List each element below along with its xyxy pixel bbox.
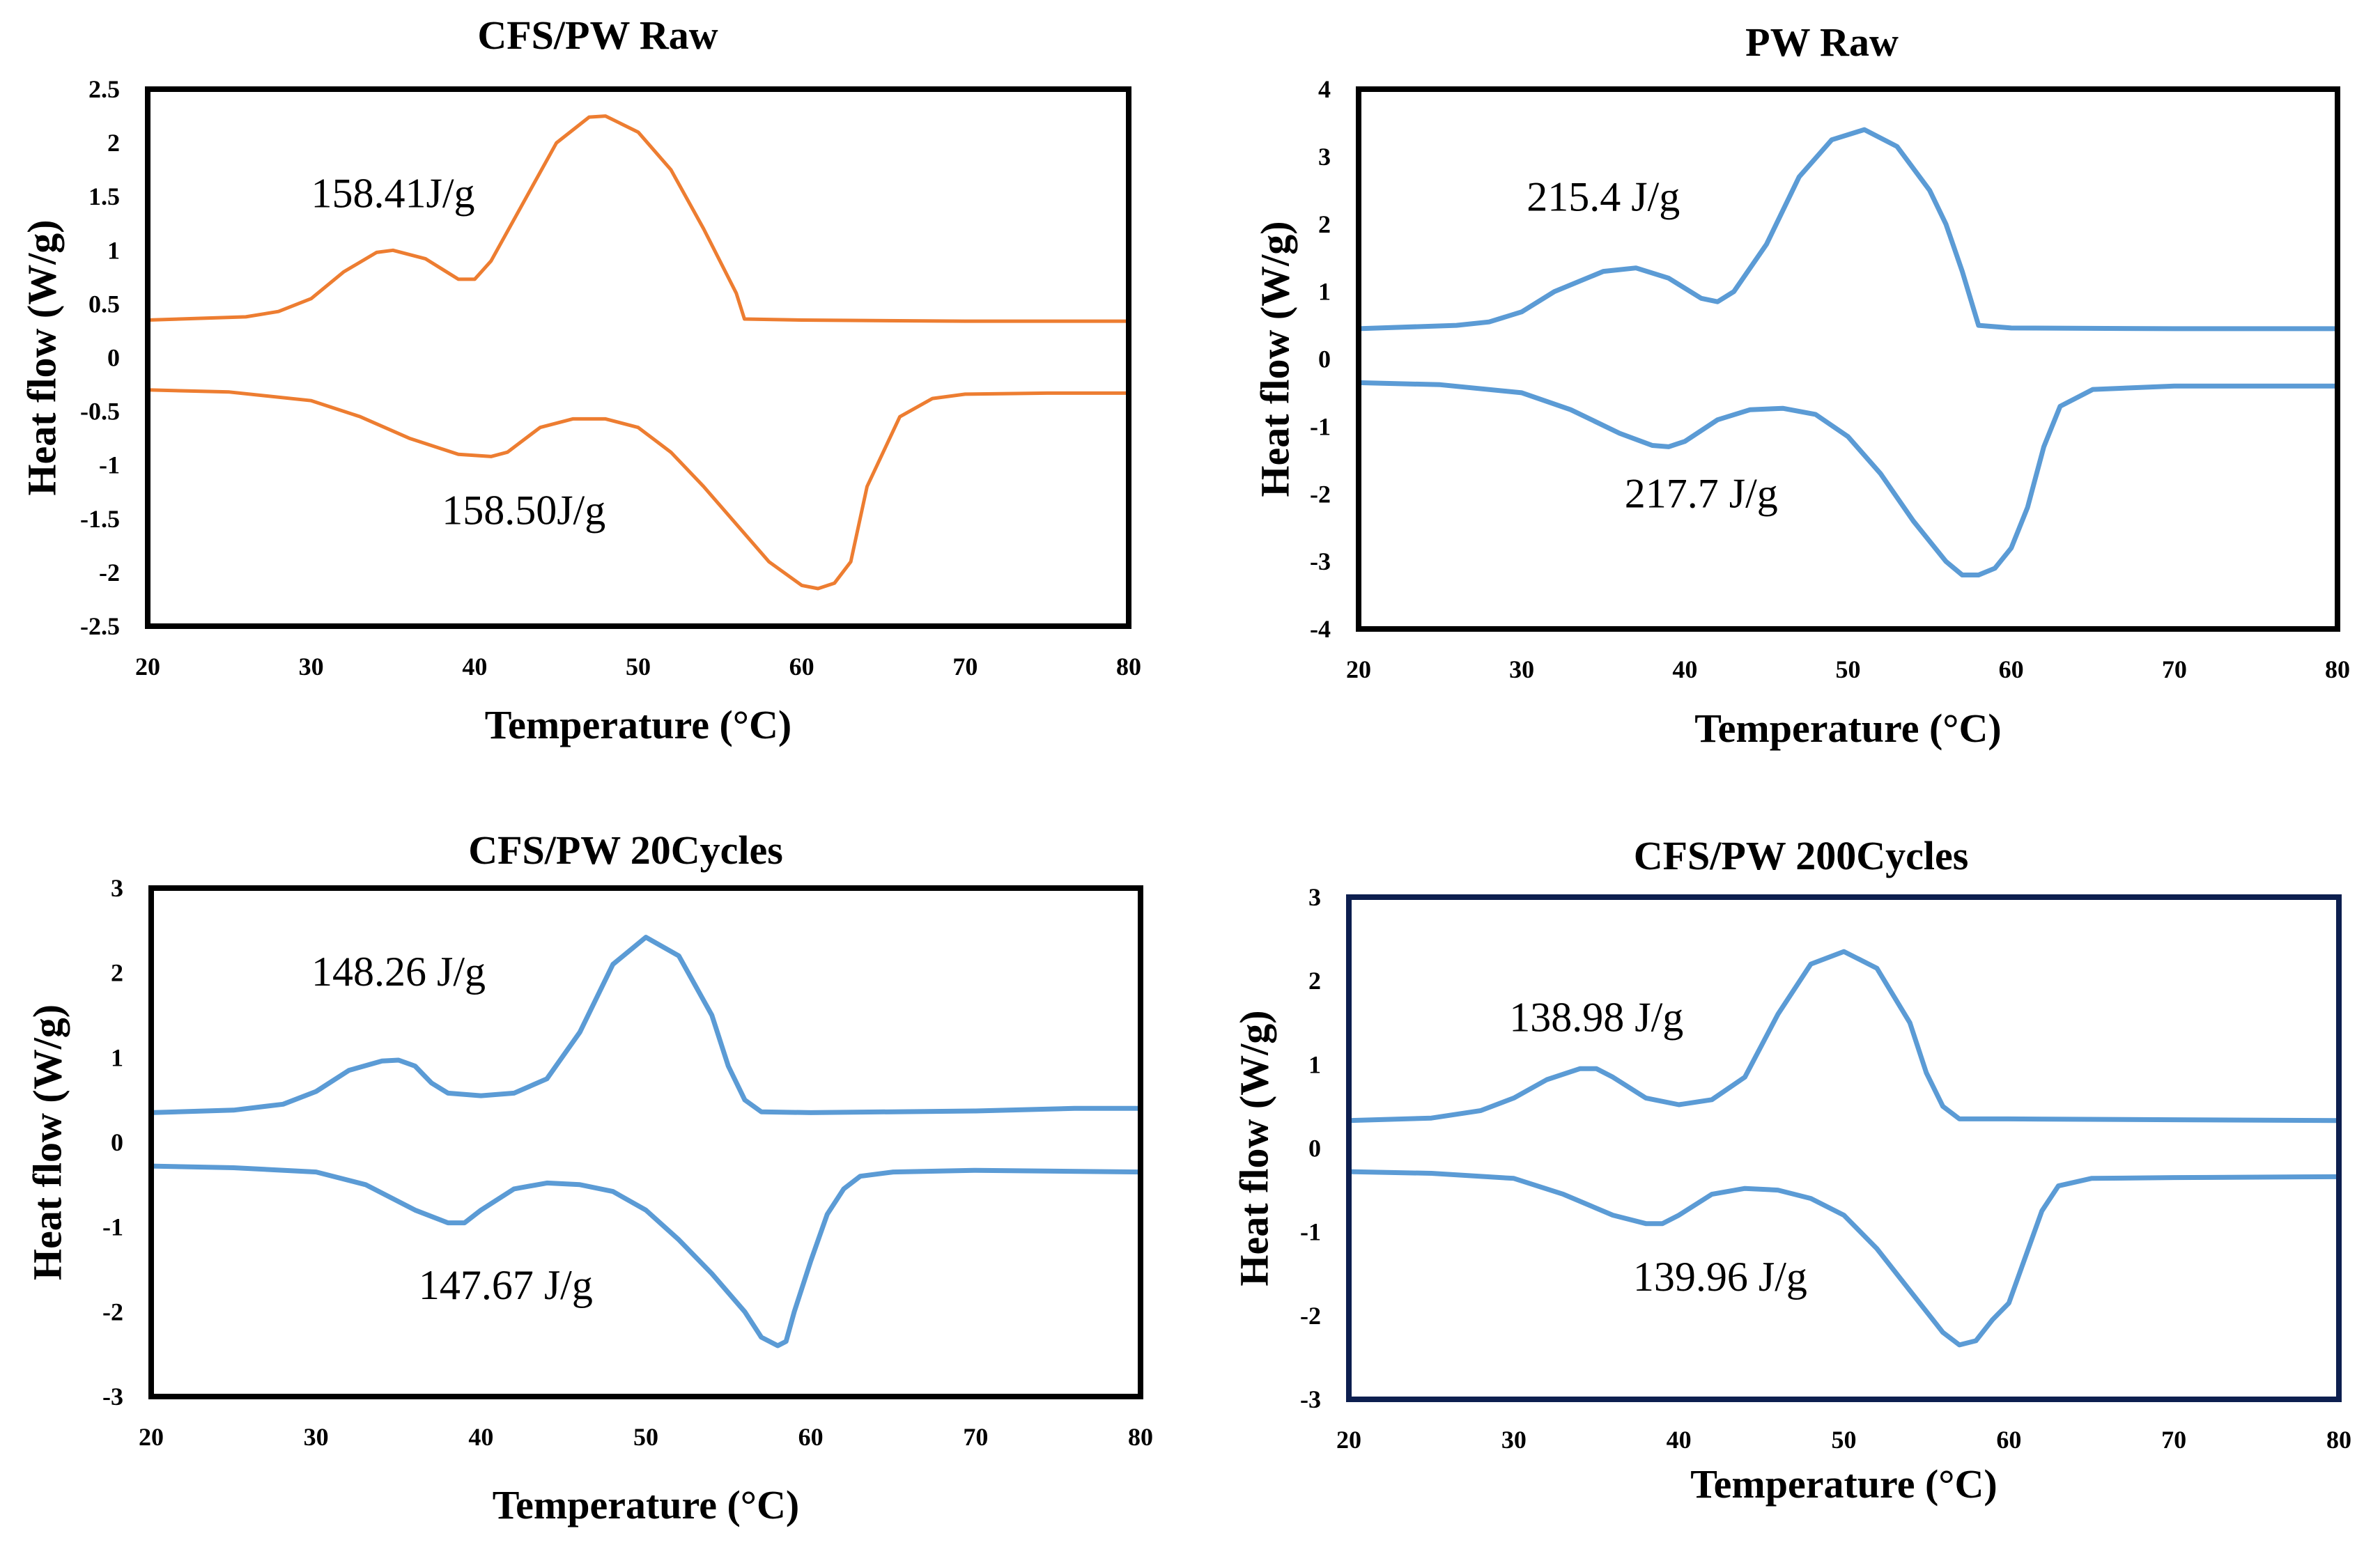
enthalpy-annotation: 158.41J/g: [311, 171, 474, 217]
y-tick-label: 2: [107, 129, 120, 157]
y-tick-label: -2.5: [80, 612, 120, 640]
x-axis-label: Temperature (°C): [485, 702, 791, 747]
y-tick-label: 1.5: [88, 182, 120, 210]
plot-frame: [148, 885, 1143, 1399]
chart-title: CFS/PW 200Cycles: [1634, 833, 1969, 878]
y-tick-label: -1: [99, 451, 120, 479]
y-tick-label: 1: [1308, 1050, 1321, 1078]
x-tick-label: 50: [633, 1423, 658, 1451]
y-axis-label: Heat flow (W/g): [1232, 1010, 1277, 1286]
enthalpy-annotation: 147.67 J/g: [419, 1262, 593, 1308]
series-line-cooling: [146, 388, 1131, 591]
enthalpy-annotation: 158.50J/g: [442, 488, 605, 534]
y-tick-label: 2: [1308, 967, 1321, 995]
series-line-cooling: [1346, 1169, 2342, 1348]
y-tick-label: 1: [107, 236, 120, 264]
chart-panel-1: CFS/PW Raw 2.5 2 1.5 1 0.5 0 -0.5 -1 -1.5 -2 -2.5 20…: [20, 13, 1142, 747]
y-tick-label: -2: [102, 1298, 123, 1326]
series-line-cooling: [1356, 380, 2340, 577]
x-tick-label: 30: [1509, 655, 1534, 683]
x-tick-label: 70: [2161, 1426, 2186, 1454]
x-tick-label: 60: [1999, 655, 2024, 683]
y-tick-label: 2.5: [88, 75, 120, 103]
x-tick-label: 60: [789, 653, 814, 681]
x-tick-label: 50: [626, 653, 651, 681]
chart-panel-4: CFS/PW 200Cycles 3 2 1 0 -1 -2 -3 20 30 40 50 60 70 80…: [1232, 833, 2352, 1507]
chart-panel-2: PW Raw 4 3 2 1 0 -1 -2 -3 -4 20 30 40 50 60 70 80 Tempera…: [1253, 20, 2351, 751]
y-tick-label: 3: [1318, 143, 1331, 171]
x-tick-label: 70: [963, 1423, 988, 1451]
x-tick-label: 20: [139, 1423, 164, 1451]
y-tick-label: -0.5: [80, 398, 120, 426]
x-tick-label: 20: [1336, 1426, 1361, 1454]
x-tick-label: 30: [299, 653, 324, 681]
x-tick-label: 70: [2162, 655, 2187, 683]
series-line-heating: [146, 114, 1131, 323]
x-tick-label: 60: [798, 1423, 824, 1451]
enthalpy-annotation: 139.96 J/g: [1633, 1254, 1807, 1300]
y-tick-label: -1: [1310, 412, 1331, 440]
y-axis-label: Heat flow (W/g): [20, 219, 65, 495]
y-tick-label: -2: [1310, 480, 1331, 508]
x-tick-label: 70: [952, 653, 978, 681]
y-tick-label: 3: [1308, 883, 1321, 911]
y-tick-label: 2: [111, 959, 123, 987]
y-tick-label: 2: [1318, 210, 1331, 238]
series-line-cooling: [148, 1163, 1143, 1348]
y-tick-label: -3: [102, 1383, 123, 1410]
chart-panel-3: CFS/PW 20Cycles 3 2 1 0 -1 -2 -3 20 30 40 50 60 70 80 T…: [25, 827, 1154, 1527]
y-tick-label: -2: [99, 559, 120, 586]
y-tick-label: 4: [1318, 75, 1331, 103]
x-tick-label: 30: [304, 1423, 329, 1451]
chart-title: CFS/PW Raw: [477, 13, 718, 58]
y-tick-label: 1: [1318, 278, 1331, 306]
x-axis-label: Temperature (°C): [1694, 706, 2001, 751]
x-tick-label: 80: [1128, 1423, 1153, 1451]
x-axis-label: Temperature (°C): [493, 1482, 799, 1527]
enthalpy-annotation: 215.4 J/g: [1527, 173, 1680, 219]
x-tick-label: 40: [1672, 655, 1697, 683]
x-tick-label: 40: [462, 653, 487, 681]
y-tick-label: 0: [1318, 345, 1331, 373]
y-tick-label: -1: [102, 1213, 123, 1241]
chart-title: CFS/PW 20Cycles: [468, 827, 783, 873]
y-tick-label: -2: [1300, 1302, 1321, 1330]
x-axis-label: Temperature (°C): [1690, 1461, 1997, 1507]
x-tick-label: 50: [1832, 1426, 1857, 1454]
plot-frame: [1356, 86, 2340, 632]
x-tick-label: 80: [2326, 1426, 2351, 1454]
x-tick-label: 60: [1996, 1426, 2021, 1454]
enthalpy-annotation: 138.98 J/g: [1509, 994, 1683, 1040]
x-tick-label: 40: [1667, 1426, 1692, 1454]
x-tick-label: 20: [135, 653, 160, 681]
y-tick-label: 0: [107, 344, 120, 372]
series-line-heating: [1356, 127, 2340, 332]
x-tick-label: 30: [1501, 1426, 1527, 1454]
plot-frame: [1346, 894, 2342, 1402]
series-line-heating: [1346, 949, 2342, 1124]
y-tick-label: 0.5: [88, 290, 120, 318]
y-tick-label: -1.5: [80, 505, 120, 533]
enthalpy-annotation: 217.7 J/g: [1625, 471, 1778, 517]
chart-title: PW Raw: [1745, 20, 1899, 65]
x-tick-label: 20: [1346, 655, 1371, 683]
y-axis-label: Heat flow (W/g): [25, 1004, 70, 1280]
x-tick-label: 80: [2325, 655, 2350, 683]
y-tick-label: 0: [111, 1128, 123, 1156]
x-tick-label: 50: [1836, 655, 1861, 683]
x-tick-label: 80: [1116, 653, 1141, 681]
y-tick-label: -1: [1300, 1218, 1321, 1246]
series-line-heating: [148, 935, 1143, 1175]
y-tick-label: -3: [1300, 1385, 1321, 1413]
y-tick-label: 1: [111, 1043, 123, 1071]
y-tick-label: 0: [1308, 1135, 1321, 1163]
y-tick-label: 3: [111, 874, 123, 902]
y-axis-label: Heat flow (W/g): [1253, 221, 1298, 497]
enthalpy-annotation: 148.26 J/g: [311, 949, 486, 995]
x-tick-label: 40: [468, 1423, 493, 1451]
y-tick-label: -4: [1310, 615, 1331, 643]
y-tick-label: -3: [1310, 547, 1331, 575]
plot-frame: [145, 86, 1131, 629]
